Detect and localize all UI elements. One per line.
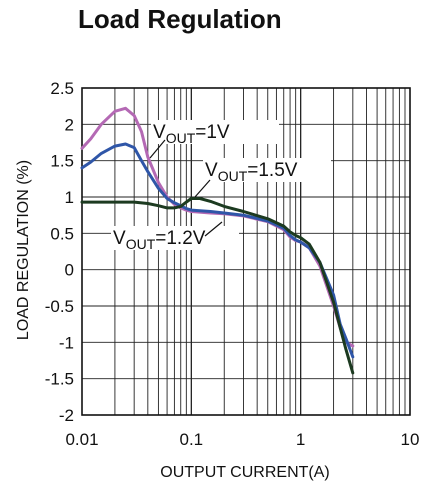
x-axis-title: OUTPUT CURRENT(A) — [160, 464, 329, 481]
annotation-leader — [204, 221, 223, 237]
series-layer — [80, 106, 355, 375]
x-tick-label: 10 — [401, 430, 420, 449]
plot-border — [81, 87, 411, 416]
series-line-3 — [80, 197, 355, 375]
series-annotation: VOUT=1.5V — [205, 160, 298, 184]
annotation-backing — [203, 158, 331, 182]
x-tick-labels: 0.01 0.1 1 10 — [65, 430, 419, 449]
y-tick-label: 0 — [65, 261, 74, 280]
annotation-leader — [194, 179, 211, 198]
plot-frame — [81, 87, 411, 416]
annotation-backing — [151, 120, 279, 144]
annotation-layer: VOUT=1V VOUT=1.5V VOUT=1.2V — [111, 120, 331, 252]
y-tick-label: 2.5 — [50, 79, 74, 98]
y-tick-label: -0.5 — [45, 297, 74, 316]
annotation-leader — [149, 139, 166, 159]
y-tick-label: 2 — [65, 115, 74, 134]
x-tick-label: 0.1 — [180, 430, 204, 449]
y-tick-label: 1.5 — [50, 152, 74, 171]
series-annotation: VOUT=1V — [153, 122, 230, 146]
series-annotation: VOUT=1.2V — [113, 228, 206, 252]
x-tick-label: 0.01 — [65, 430, 98, 449]
y-tick-label: 0.5 — [50, 224, 74, 243]
x-tick-label: 1 — [296, 430, 305, 449]
y-tick-label: -1 — [59, 333, 74, 352]
y-axis-title: LOAD REGULATION (%) — [15, 160, 32, 340]
y-tick-label: -1.5 — [45, 370, 74, 389]
chart-title: Load Regulation — [78, 4, 282, 34]
y-tick-labels: 2.5 2 1.5 1 0.5 0 -0.5 -1 -1.5 -2 — [45, 79, 74, 425]
y-tick-label: -2 — [59, 406, 74, 425]
y-tick-label: 1 — [65, 188, 74, 207]
annotation-backing — [111, 226, 239, 250]
